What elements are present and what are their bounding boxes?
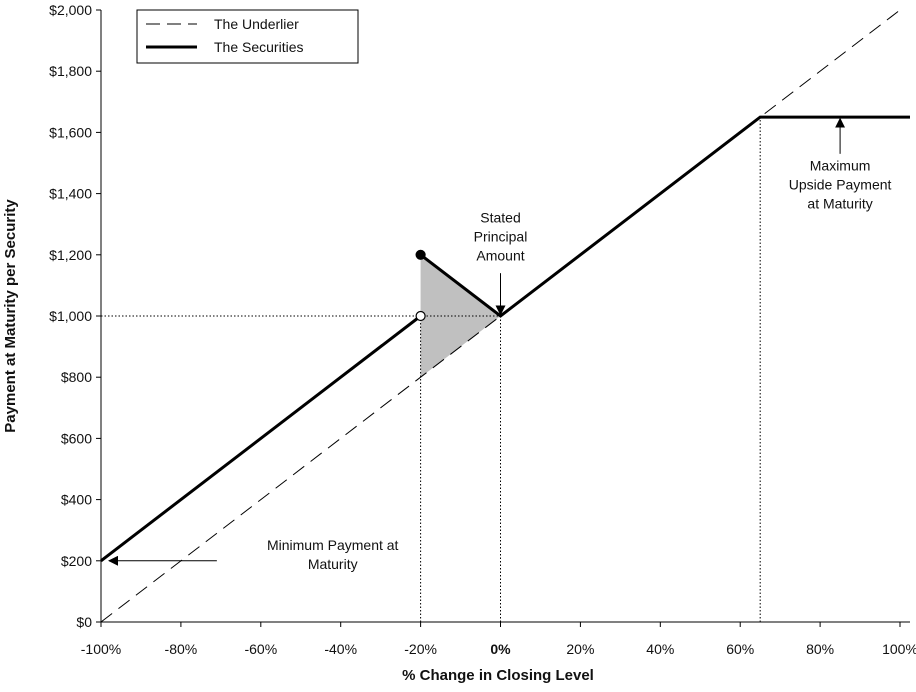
annotation-0: Stated Principal Amount	[474, 210, 528, 316]
legend-label-securities: The Securities	[214, 39, 303, 55]
x-tick-label: -60%	[244, 641, 277, 657]
x-tick-label: 0%	[490, 641, 511, 657]
x-tick-label: 40%	[646, 641, 674, 657]
series-layer	[100, 9, 910, 623]
y-tick-label: $2,000	[49, 2, 92, 18]
annotation-text-line: Maturity	[308, 556, 358, 572]
markers-layer	[415, 249, 426, 322]
axes-layer: $0 $200 $400 $600 $800 $1,000 $1,200 $1,400 $1,6…	[49, 2, 916, 657]
y-tick-label: $0	[76, 614, 92, 630]
annotation-text-line: at Maturity	[807, 196, 872, 212]
y-tick-label: $200	[61, 553, 92, 569]
legend-box	[136, 9, 359, 64]
y-tick-label: $1,200	[49, 247, 92, 263]
x-tick-label: -20%	[404, 641, 437, 657]
annotation-text-line: Principal	[474, 229, 528, 245]
legend: The Underlier The Securities	[136, 9, 359, 64]
x-tick-label: -40%	[324, 641, 357, 657]
shaded-region-layer	[420, 254, 501, 378]
x-tick-label: 80%	[806, 641, 834, 657]
y-tick-label: $1,600	[49, 124, 92, 140]
annotation-text-line: Minimum Payment at	[267, 537, 399, 553]
x-tick-label: -80%	[165, 641, 198, 657]
annotations-layer: Stated Principal Amount Maximum Upside Payme…	[107, 117, 892, 572]
reference-lines-layer	[101, 117, 761, 622]
annotation-text-line: Amount	[476, 248, 524, 264]
legend-label-underlier: The Underlier	[214, 16, 299, 32]
annotation-text-line: Upside Payment	[789, 177, 892, 193]
open-marker	[415, 310, 426, 322]
annotation-text-line: Stated	[480, 210, 520, 226]
y-axis-title: Payment at Maturity per Security	[2, 199, 19, 433]
annotation-1: Maximum Upside Payment at Maturity	[789, 117, 892, 212]
y-tick-label: $1,800	[49, 63, 92, 79]
annotation-text-line: Maximum	[810, 158, 871, 174]
series-line-the-securities-segment-0	[100, 314, 422, 562]
x-tick-label: 60%	[726, 641, 754, 657]
series-line-the-underlier	[100, 9, 901, 623]
y-tick-label: $600	[61, 430, 92, 446]
x-axis-title: % Change in Closing Level	[402, 667, 594, 684]
filled-marker	[415, 249, 426, 260]
x-tick-label: -100%	[81, 641, 121, 657]
x-tick-label: 20%	[566, 641, 594, 657]
y-tick-label: $800	[61, 369, 92, 385]
y-tick-label: $400	[61, 492, 92, 508]
shaded-region	[420, 254, 501, 378]
y-tick-label: $1,400	[49, 186, 92, 202]
annotation-2: Minimum Payment at Maturity	[107, 537, 399, 572]
series-line-the-securities-segment-1	[419, 115, 910, 318]
x-tick-label: 100%	[882, 641, 916, 657]
y-tick-label: $1,000	[49, 308, 92, 324]
